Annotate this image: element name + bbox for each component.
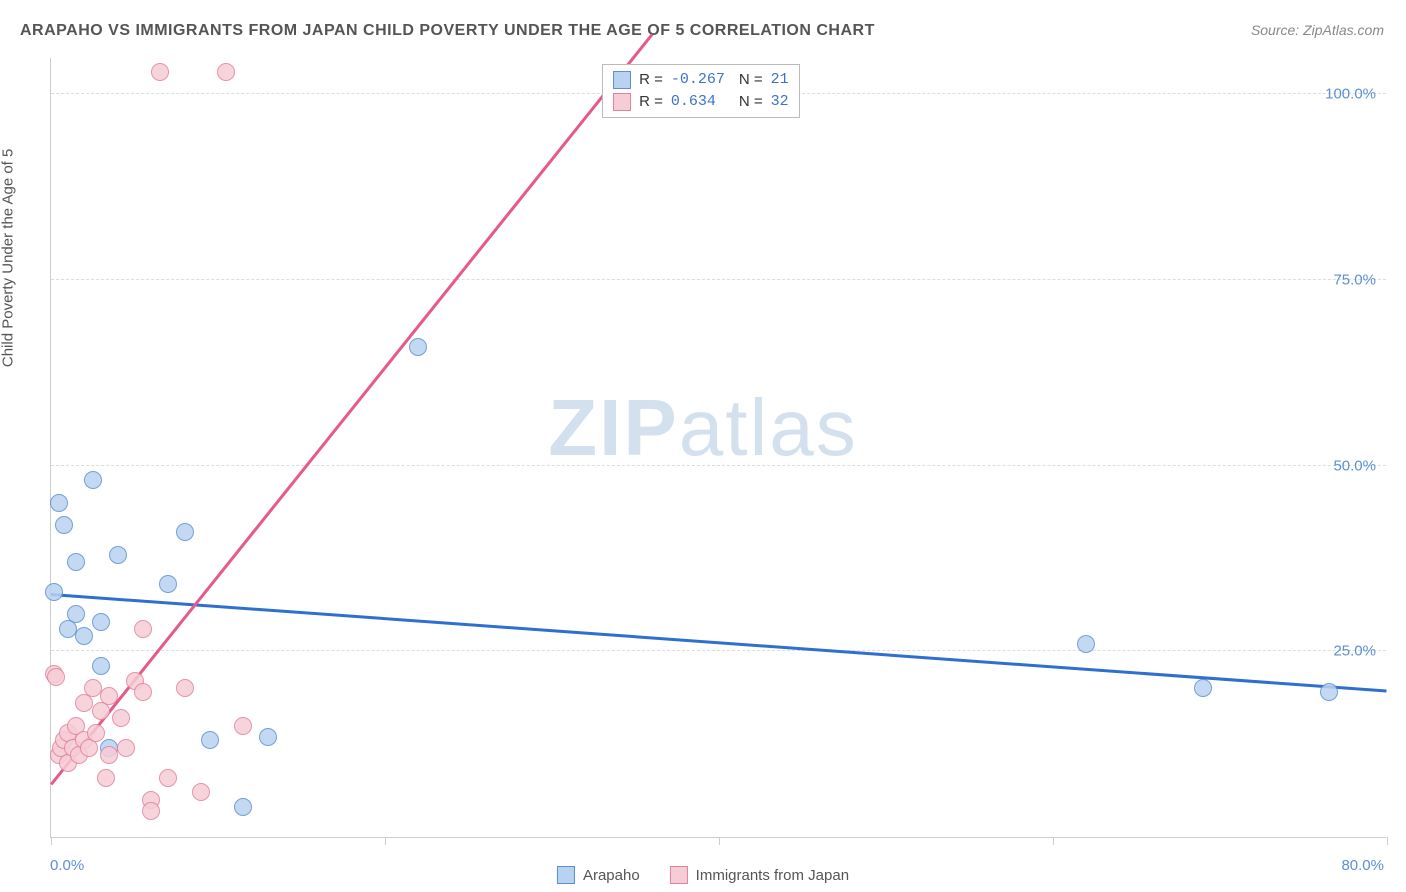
plot-area: 25.0%50.0%75.0%100.0%R = -0.267 N = 21R … (50, 58, 1386, 838)
data-point (409, 338, 427, 356)
data-point (176, 523, 194, 541)
y-tick-label: 50.0% (1333, 457, 1376, 474)
data-point (234, 798, 252, 816)
data-point (217, 63, 235, 81)
data-point (84, 679, 102, 697)
data-point (134, 683, 152, 701)
data-point (75, 627, 93, 645)
data-point (1320, 683, 1338, 701)
data-point (1077, 635, 1095, 653)
data-point (117, 739, 135, 757)
r-label: R = (639, 69, 663, 91)
legend-swatch (670, 866, 688, 884)
data-point (234, 717, 252, 735)
y-tick-label: 100.0% (1325, 86, 1376, 103)
data-point (100, 687, 118, 705)
x-tick (51, 837, 52, 845)
data-point (87, 724, 105, 742)
data-point (259, 728, 277, 746)
legend-item: Arapaho (557, 866, 640, 884)
data-point (201, 731, 219, 749)
data-point (55, 516, 73, 534)
legend-label: Arapaho (583, 867, 640, 884)
data-point (47, 668, 65, 686)
r-value: 0.634 (671, 91, 731, 113)
n-value: 32 (771, 91, 789, 113)
data-point (151, 63, 169, 81)
data-point (134, 620, 152, 638)
legend-label: Immigrants from Japan (696, 867, 849, 884)
data-point (176, 679, 194, 697)
data-point (192, 783, 210, 801)
n-value: 21 (771, 69, 789, 91)
stats-box: R = -0.267 N = 21R = 0.634 N = 32 (602, 64, 800, 118)
gridline (51, 465, 1386, 466)
r-label: R = (639, 91, 663, 113)
data-point (45, 583, 63, 601)
x-tick-label: 0.0% (50, 857, 84, 874)
gridline (51, 650, 1386, 651)
legend-item: Immigrants from Japan (670, 866, 849, 884)
data-point (1194, 679, 1212, 697)
data-point (67, 553, 85, 571)
data-point (92, 657, 110, 675)
trend-line (51, 593, 1387, 692)
n-label: N = (739, 69, 763, 91)
legend-swatch (557, 866, 575, 884)
legend-swatch (613, 93, 631, 111)
data-point (142, 802, 160, 820)
data-point (109, 546, 127, 564)
n-label: N = (739, 91, 763, 113)
data-point (92, 613, 110, 631)
x-tick (719, 837, 720, 845)
data-point (84, 471, 102, 489)
x-tick-label: 80.0% (1341, 857, 1384, 874)
legend-swatch (613, 71, 631, 89)
y-tick-label: 75.0% (1333, 271, 1376, 288)
data-point (159, 575, 177, 593)
data-point (159, 769, 177, 787)
y-axis-label: Child Poverty Under the Age of 5 (0, 149, 17, 367)
r-value: -0.267 (671, 69, 731, 91)
gridline (51, 279, 1386, 280)
y-tick-label: 25.0% (1333, 643, 1376, 660)
bottom-legend: Arapaho Immigrants from Japan (557, 866, 849, 884)
data-point (112, 709, 130, 727)
data-point (67, 605, 85, 623)
x-tick (1053, 837, 1054, 845)
data-point (97, 769, 115, 787)
x-tick (385, 837, 386, 845)
chart-title: ARAPAHO VS IMMIGRANTS FROM JAPAN CHILD P… (20, 22, 875, 40)
data-point (50, 494, 68, 512)
x-tick (1387, 837, 1388, 845)
trend-line (50, 33, 653, 785)
stats-row: R = 0.634 N = 32 (613, 91, 789, 113)
stats-row: R = -0.267 N = 21 (613, 69, 789, 91)
data-point (100, 746, 118, 764)
source-label: Source: ZipAtlas.com (1251, 22, 1384, 38)
